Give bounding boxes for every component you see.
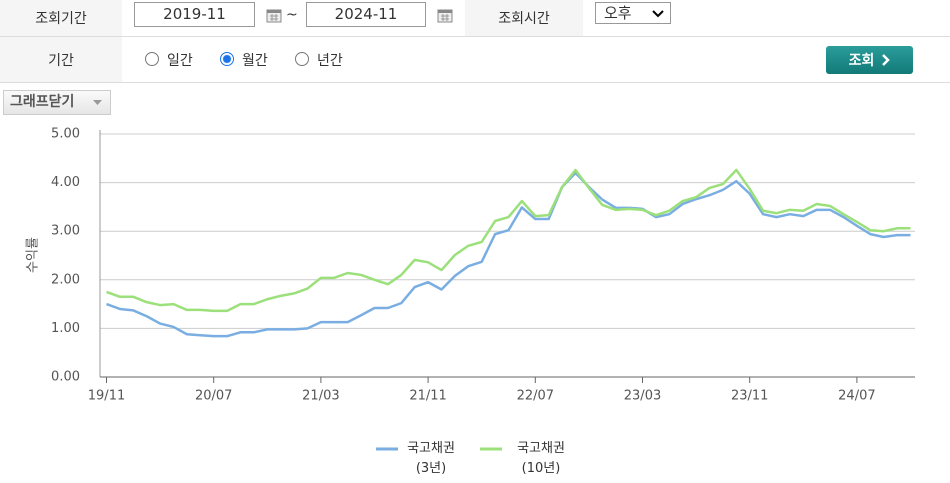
series-line (106, 171, 911, 338)
time-select[interactable]: 오후 (595, 2, 671, 24)
radio[interactable] (145, 52, 159, 66)
legend-label: 국고채권 (3년) (407, 441, 455, 476)
x-tick-label: 20/07 (195, 389, 232, 404)
y-tick-label: 1.00 (51, 321, 80, 336)
calendar-icon[interactable] (266, 7, 282, 23)
x-tick-label: 24/07 (838, 389, 875, 404)
row-divider (0, 36, 950, 37)
series-line (106, 168, 911, 313)
radio-label[interactable]: 일간 (167, 53, 193, 69)
y-axis-label: 수익률 (26, 237, 41, 273)
toggle-arrow (93, 100, 102, 105)
x-tick-label: 23/03 (624, 389, 661, 404)
x-tick-label: 22/07 (517, 389, 554, 404)
chevron (882, 54, 891, 66)
y-tick-label: 3.00 (51, 224, 80, 239)
calendar-icon[interactable] (437, 7, 453, 23)
tilde: ~ (286, 7, 298, 23)
x-tick-label: 21/03 (302, 389, 339, 404)
label: 조회기간 (0, 0, 122, 36)
radio-label[interactable]: 월간 (242, 53, 268, 69)
start-date[interactable]: 2019-11 (134, 2, 255, 27)
y-tick-label: 4.00 (51, 175, 80, 190)
radio[interactable] (295, 52, 309, 66)
label: 조회시간 (465, 0, 583, 36)
y-tick-label: 2.00 (51, 272, 80, 287)
x-tick-label: 19/11 (88, 389, 125, 404)
search-button[interactable]: 조회 (826, 46, 913, 74)
label: 기간 (0, 37, 122, 82)
button-text: 조회 (848, 53, 875, 69)
graph-toggle[interactable]: 그래프닫기 (3, 90, 111, 115)
x-tick-label: 21/11 (409, 389, 446, 404)
x-tick-label: 23/11 (731, 389, 768, 404)
select-arrow (652, 10, 664, 18)
select-value: 오후 (604, 4, 632, 22)
toggle-text: 그래프닫기 (10, 94, 75, 110)
y-tick-label: 0.00 (51, 370, 80, 385)
legend-label: 국고채권 (10년) (517, 441, 565, 476)
y-tick-label: 5.00 (51, 127, 80, 142)
row-divider (0, 82, 950, 83)
radio-label[interactable]: 년간 (317, 53, 343, 69)
radio[interactable] (220, 52, 234, 66)
end-date[interactable]: 2024-11 (306, 2, 426, 27)
